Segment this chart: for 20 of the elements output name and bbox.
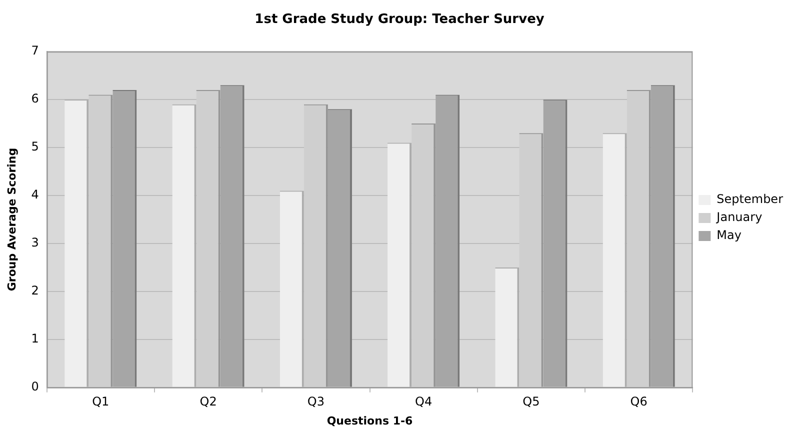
x-tick-label: Q6 bbox=[630, 394, 648, 409]
y-tick-label: 7 bbox=[31, 44, 39, 58]
x-tick-label: Q3 bbox=[307, 394, 324, 409]
y-tick-label: 5 bbox=[31, 140, 39, 154]
x-tick-label: Q4 bbox=[415, 394, 432, 409]
chart-title: 1st Grade Study Group: Teacher Survey bbox=[254, 12, 545, 28]
x-tick-label: Q2 bbox=[200, 394, 217, 409]
y-axis-title: Group Average Scoring bbox=[5, 148, 18, 292]
y-tick-label: 3 bbox=[31, 236, 39, 250]
y-tick-label: 4 bbox=[31, 188, 39, 202]
x-tick-label: Q5 bbox=[522, 394, 540, 409]
legend-label: May bbox=[716, 228, 742, 242]
legend-label: September bbox=[716, 192, 784, 206]
x-tick-label: Q1 bbox=[92, 394, 110, 409]
y-tick-label: 2 bbox=[31, 284, 39, 298]
y-tick-label: 0 bbox=[31, 380, 39, 394]
y-tick-label: 1 bbox=[31, 332, 39, 346]
legend-label: January bbox=[716, 210, 762, 224]
x-axis-title: Questions 1-6 bbox=[326, 414, 414, 428]
y-tick-label: 6 bbox=[31, 92, 39, 106]
